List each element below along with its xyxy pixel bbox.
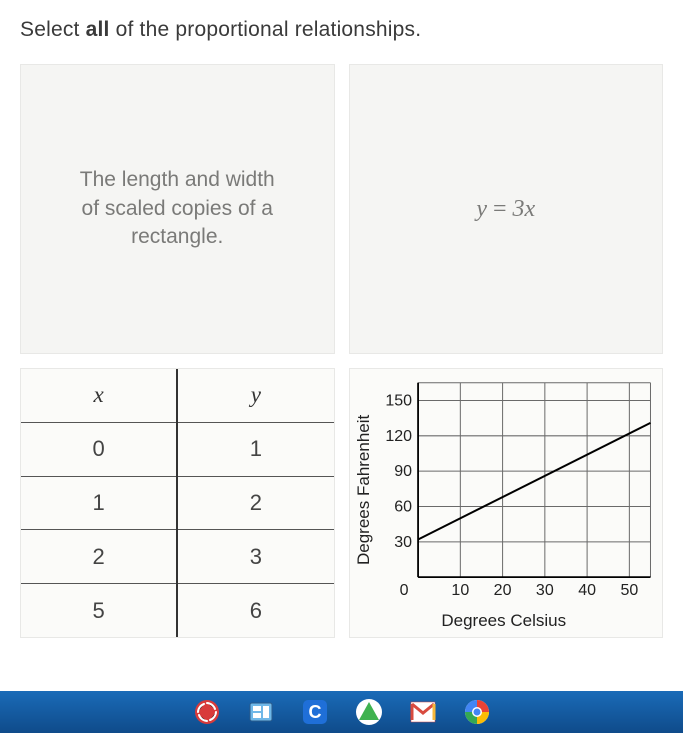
question-bold: all <box>86 18 110 41</box>
taskbar: C <box>0 691 683 733</box>
triangle-icon[interactable] <box>355 698 383 726</box>
svg-text:90: 90 <box>394 462 412 480</box>
table-cell: 1 <box>21 476 177 530</box>
svg-text:10: 10 <box>451 581 469 599</box>
option-equation-card[interactable]: y = 3x <box>349 64 664 354</box>
chart-ylabel: Degrees Fahrenheit <box>352 373 376 607</box>
svg-text:20: 20 <box>493 581 511 599</box>
rectangle-line3: rectangle. <box>131 225 223 248</box>
table-header-row: x y <box>21 369 334 422</box>
table-row: 1 2 <box>21 476 334 530</box>
table-cell: 2 <box>21 530 177 584</box>
option-chart-card[interactable]: Degrees Fahrenheit 30 60 90 120 150 10 20 30 40 5… <box>349 368 664 638</box>
svg-text:40: 40 <box>578 581 596 599</box>
table-cell: 0 <box>21 422 177 476</box>
svg-text:120: 120 <box>385 427 412 445</box>
svg-text:150: 150 <box>385 391 412 409</box>
option-rectangle-card[interactable]: The length and width of scaled copies of… <box>20 64 335 354</box>
question-suffix: of the proportional relationships. <box>110 18 422 41</box>
table-row: 0 1 <box>21 422 334 476</box>
option-table-card[interactable]: x y 0 1 1 2 2 3 5 6 <box>20 368 335 638</box>
svg-text:50: 50 <box>620 581 638 599</box>
svg-text:60: 60 <box>394 497 412 515</box>
equation-rhs: 3x <box>513 196 536 222</box>
table-cell: 6 <box>177 584 333 637</box>
equation-lhs: y <box>476 196 487 222</box>
question-text: Select all of the proportional relations… <box>20 18 663 42</box>
table-header-x: x <box>21 369 177 422</box>
c-icon[interactable]: C <box>301 698 329 726</box>
table-row: 5 6 <box>21 584 334 637</box>
table-cell: 5 <box>21 584 177 637</box>
spinner-icon[interactable] <box>193 698 221 726</box>
svg-text:30: 30 <box>394 533 412 551</box>
table-cell: 3 <box>177 530 333 584</box>
rectangle-line2: of scaled copies of a <box>82 197 273 220</box>
table-cell: 2 <box>177 476 333 530</box>
svg-text:30: 30 <box>535 581 553 599</box>
question-prefix: Select <box>20 18 86 41</box>
svg-text:C: C <box>308 702 321 722</box>
rectangle-line1: The length and width <box>80 168 275 191</box>
circle-icon[interactable] <box>463 698 491 726</box>
equation-equals: = <box>487 196 513 222</box>
chart-svg: 30 60 90 120 150 10 20 30 40 50 0 <box>376 373 657 607</box>
options-grid: The length and width of scaled copies of… <box>20 64 663 638</box>
option-rectangle-text: The length and width of scaled copies of… <box>80 166 275 251</box>
panel-icon[interactable] <box>247 698 275 726</box>
xy-table: x y 0 1 1 2 2 3 5 6 <box>21 369 334 637</box>
m-icon[interactable] <box>409 698 437 726</box>
table-header-y: y <box>177 369 333 422</box>
chart-xlabel: Degrees Celsius <box>352 607 657 631</box>
equation-text: y = 3x <box>476 196 535 223</box>
table-row: 2 3 <box>21 530 334 584</box>
table-cell: 1 <box>177 422 333 476</box>
svg-text:0: 0 <box>399 581 408 599</box>
